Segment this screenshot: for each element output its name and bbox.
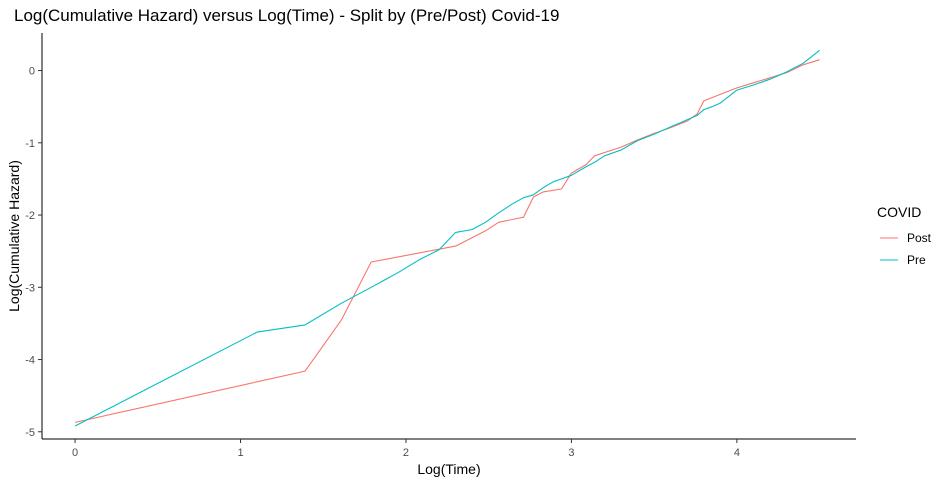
y-tick-label: -1	[25, 138, 35, 150]
plot-area	[74, 49, 820, 427]
series-line-pre	[74, 49, 820, 427]
x-axis-title: Log(Time)	[417, 461, 480, 477]
x-tick-label: 4	[734, 447, 740, 459]
x-tick-label: 1	[237, 447, 243, 459]
legend-label-pre: Pre	[907, 253, 926, 267]
x-tick-label: 3	[568, 447, 574, 459]
series-line-post	[74, 59, 820, 423]
legend-items: Post Pre	[880, 231, 932, 267]
legend: COVID Post Pre	[877, 204, 932, 267]
y-tick-label: -3	[25, 282, 35, 294]
chart-title: Log(Cumulative Hazard) versus Log(Time) …	[14, 6, 559, 25]
x-tick-label: 0	[72, 447, 78, 459]
y-tick-label: -4	[25, 355, 35, 367]
y-tick-label: -5	[25, 427, 35, 439]
y-tick-label: -2	[25, 210, 35, 222]
y-tick-label: 0	[29, 66, 35, 78]
legend-label-post: Post	[907, 231, 932, 245]
x-tick-label: 2	[403, 447, 409, 459]
legend-title: COVID	[877, 204, 921, 220]
y-axis-title: Log(Cumulative Hazard)	[6, 160, 22, 312]
